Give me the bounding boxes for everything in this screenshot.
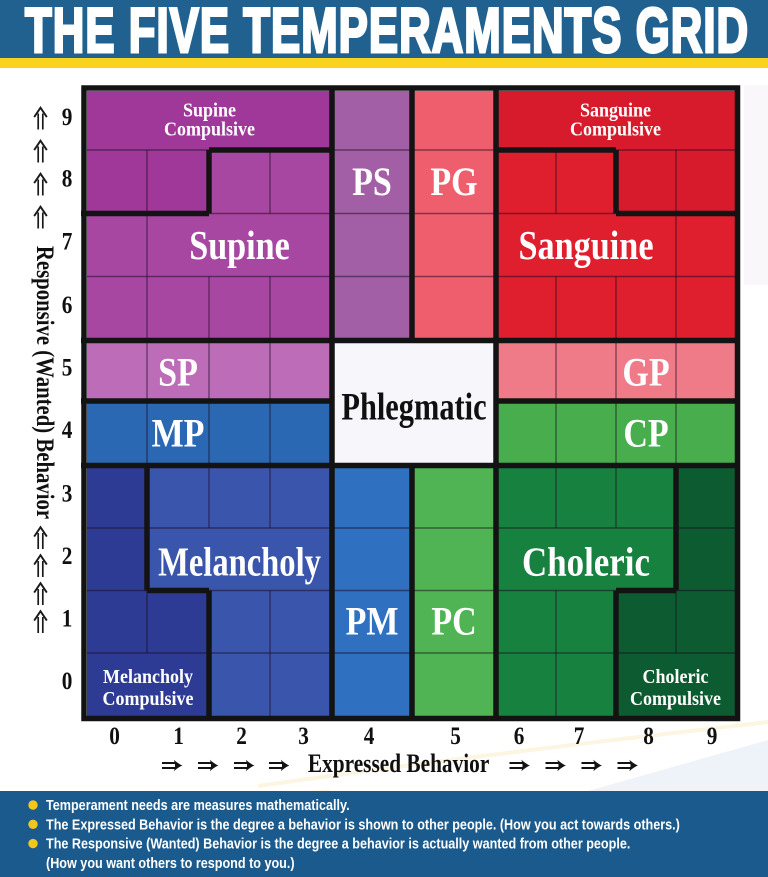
svg-text:9: 9 <box>707 722 718 750</box>
svg-text:0: 0 <box>109 722 120 750</box>
svg-text:1: 1 <box>173 722 184 750</box>
svg-text:Expressed Behavior: Expressed Behavior <box>308 750 490 778</box>
svg-text:Phlegmatic: Phlegmatic <box>341 385 486 428</box>
svg-text:PC: PC <box>431 600 476 644</box>
svg-text:Responsive (Wanted) Behavior: Responsive (Wanted) Behavior <box>32 246 59 519</box>
svg-text:1: 1 <box>62 605 73 633</box>
svg-text:The Expressed Behavior is the: The Expressed Behavior is the degree a b… <box>46 816 680 832</box>
svg-text:Supine: Supine <box>183 100 236 122</box>
svg-text:MP: MP <box>152 412 205 456</box>
svg-text:4: 4 <box>364 722 375 750</box>
svg-text:8: 8 <box>62 165 73 193</box>
svg-text:The Responsive (Wanted) Behavi: The Responsive (Wanted) Behavior is the … <box>46 836 630 852</box>
svg-text:5: 5 <box>62 354 73 382</box>
svg-text:PG: PG <box>430 161 477 205</box>
svg-text:Sanguine: Sanguine <box>518 223 653 269</box>
svg-text:Melancholy: Melancholy <box>103 666 193 688</box>
svg-text:7: 7 <box>574 722 585 750</box>
svg-text:5: 5 <box>450 722 461 750</box>
svg-text:9: 9 <box>62 103 73 131</box>
svg-text:4: 4 <box>62 416 73 444</box>
svg-text:Sanguine: Sanguine <box>580 100 651 122</box>
svg-text:8: 8 <box>643 722 654 750</box>
svg-text:7: 7 <box>62 228 73 256</box>
svg-text:Compulsive: Compulsive <box>570 119 661 141</box>
svg-text:Melancholy: Melancholy <box>158 540 321 585</box>
svg-text:3: 3 <box>298 722 309 750</box>
svg-text:Supine: Supine <box>189 223 290 269</box>
svg-text:3: 3 <box>62 480 73 508</box>
svg-text:2: 2 <box>236 722 247 750</box>
svg-text:0: 0 <box>62 667 73 695</box>
svg-text:SP: SP <box>158 351 198 395</box>
svg-text:Choleric: Choleric <box>643 666 709 688</box>
svg-text:2: 2 <box>62 542 73 570</box>
svg-text:6: 6 <box>62 291 73 319</box>
svg-text:(How you want others to respon: (How you want others to respond to you.) <box>46 855 295 871</box>
svg-text:PM: PM <box>346 600 399 644</box>
svg-text:CP: CP <box>623 412 668 456</box>
svg-text:THE FIVE TEMPERAMENTS GRID: THE FIVE TEMPERAMENTS GRID <box>25 0 749 66</box>
svg-text:PS: PS <box>352 161 392 205</box>
svg-text:Compulsive: Compulsive <box>164 119 255 141</box>
svg-text:GP: GP <box>622 351 669 395</box>
svg-text:6: 6 <box>514 722 525 750</box>
svg-text:Temperament needs are measures: Temperament needs are measures mathemati… <box>46 797 350 813</box>
svg-text:Compulsive: Compulsive <box>103 688 194 710</box>
svg-text:Choleric: Choleric <box>522 540 650 585</box>
svg-text:Compulsive: Compulsive <box>630 688 721 710</box>
